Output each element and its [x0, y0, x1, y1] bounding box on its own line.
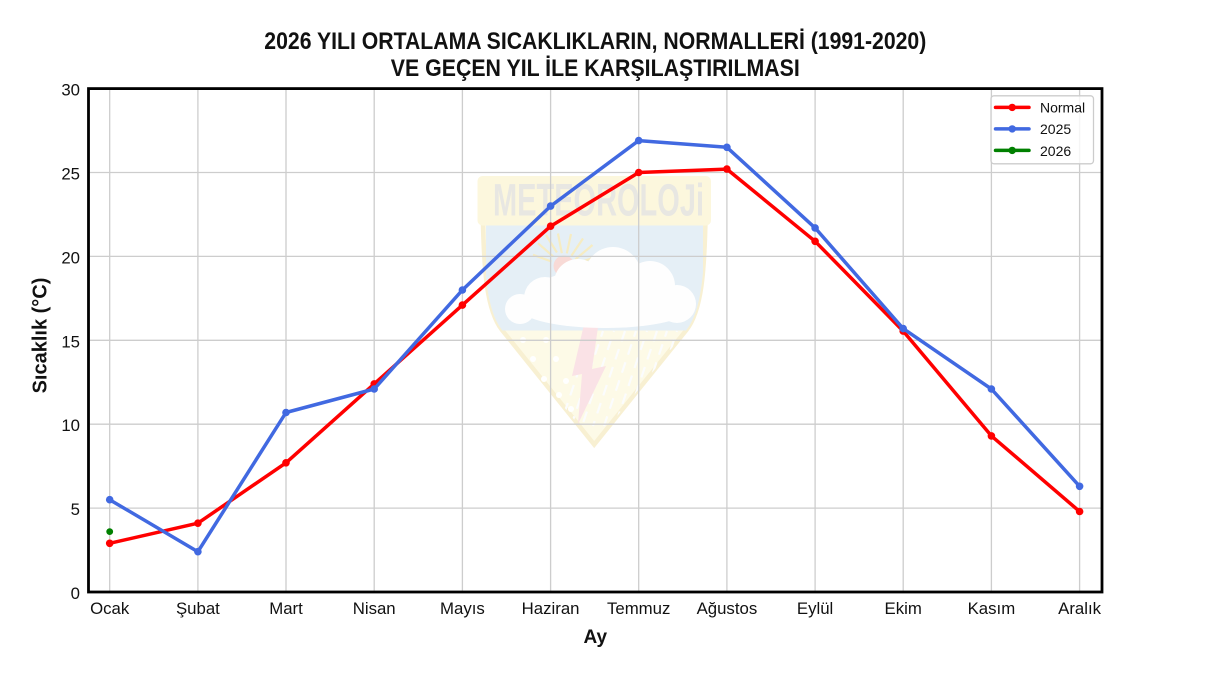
svg-text:VE GEÇEN YIL İLE KARŞILAŞTIRIL: VE GEÇEN YIL İLE KARŞILAŞTIRILMASI — [391, 55, 800, 82]
svg-text:0: 0 — [71, 584, 80, 603]
svg-text:20: 20 — [61, 248, 80, 267]
svg-text:30: 30 — [61, 81, 80, 100]
svg-text:Mayıs: Mayıs — [440, 599, 485, 618]
svg-text:2026 YILI ORTALAMA SICAKLIKLAR: 2026 YILI ORTALAMA SICAKLIKLARIN, NORMAL… — [264, 28, 926, 55]
svg-text:Haziran: Haziran — [522, 599, 580, 618]
svg-text:2026: 2026 — [1040, 143, 1071, 159]
svg-text:Aralık: Aralık — [1058, 599, 1102, 618]
svg-text:Nisan: Nisan — [353, 599, 396, 618]
svg-text:Ay: Ay — [584, 627, 608, 648]
svg-text:Mart: Mart — [269, 599, 303, 618]
svg-text:Eylül: Eylül — [797, 599, 833, 618]
svg-text:25: 25 — [61, 165, 80, 184]
svg-text:2025: 2025 — [1040, 121, 1071, 137]
svg-text:Ocak: Ocak — [90, 599, 130, 618]
svg-text:5: 5 — [71, 500, 80, 519]
svg-text:Şubat: Şubat — [176, 599, 220, 618]
svg-text:Temmuz: Temmuz — [607, 599, 670, 618]
svg-text:METEOROLOJi: METEOROLOJi — [493, 175, 704, 226]
svg-text:15: 15 — [61, 332, 80, 351]
svg-text:Ağustos: Ağustos — [697, 599, 758, 618]
svg-text:Sıcaklık (°C): Sıcaklık (°C) — [30, 278, 52, 394]
svg-text:Normal: Normal — [1040, 100, 1085, 116]
svg-text:Kasım: Kasım — [968, 599, 1016, 618]
svg-text:Ekim: Ekim — [885, 599, 922, 618]
svg-text:10: 10 — [61, 416, 80, 435]
